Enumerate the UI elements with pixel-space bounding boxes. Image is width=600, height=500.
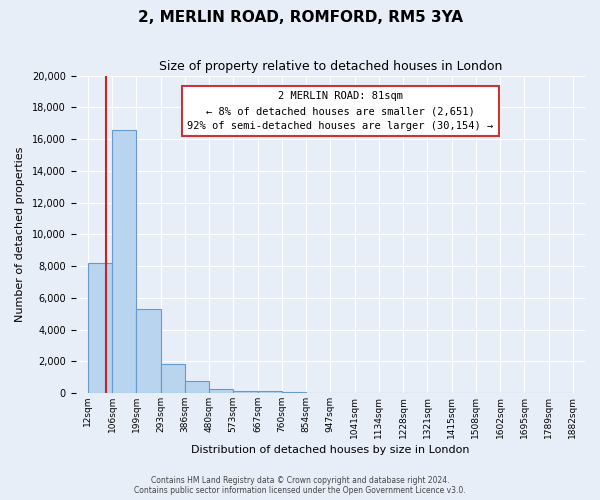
Bar <box>136 309 161 393</box>
Y-axis label: Number of detached properties: Number of detached properties <box>15 146 25 322</box>
Bar <box>161 364 185 393</box>
Text: 2, MERLIN ROAD, ROMFORD, RM5 3YA: 2, MERLIN ROAD, ROMFORD, RM5 3YA <box>137 10 463 25</box>
Text: Contains HM Land Registry data © Crown copyright and database right 2024.
Contai: Contains HM Land Registry data © Crown c… <box>134 476 466 495</box>
Bar <box>233 390 257 393</box>
Bar <box>185 381 209 393</box>
Bar <box>209 388 233 393</box>
Bar <box>257 391 282 393</box>
Bar <box>88 263 112 393</box>
Bar <box>282 392 306 393</box>
Text: 2 MERLIN ROAD: 81sqm
← 8% of detached houses are smaller (2,651)
92% of semi-det: 2 MERLIN ROAD: 81sqm ← 8% of detached ho… <box>187 92 494 131</box>
X-axis label: Distribution of detached houses by size in London: Distribution of detached houses by size … <box>191 445 470 455</box>
Bar <box>112 130 136 393</box>
Title: Size of property relative to detached houses in London: Size of property relative to detached ho… <box>158 60 502 73</box>
